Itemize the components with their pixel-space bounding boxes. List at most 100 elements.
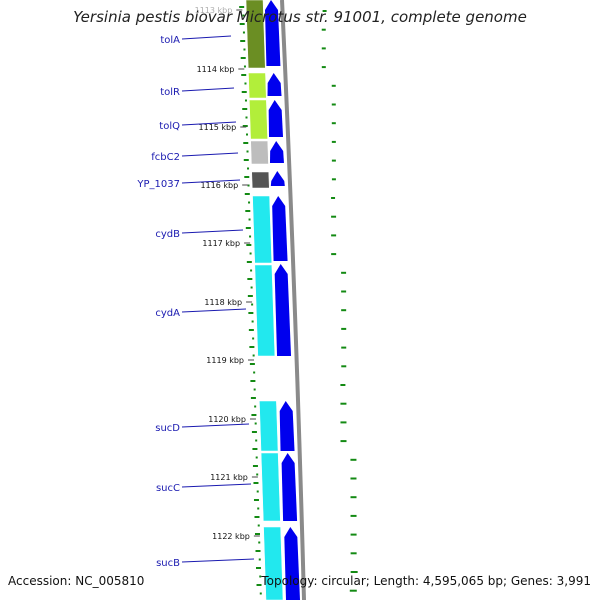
gene-label-sucB: sucB <box>156 558 180 569</box>
gc-skew-dot <box>249 252 252 255</box>
cds-arrow <box>269 141 284 163</box>
gc-skew-dot <box>245 210 251 212</box>
tick-label: 1117 kbp <box>202 239 240 248</box>
gc-skew-dot <box>250 397 256 399</box>
gene-label-tolQ: tolQ <box>159 121 180 132</box>
gc-skew-dot <box>248 312 254 314</box>
gc-skew-dot <box>257 524 260 527</box>
gc-skew-dot <box>243 142 249 144</box>
gc-skew-dash <box>350 571 358 573</box>
gc-skew-dash <box>341 290 347 293</box>
gc-skew-dash <box>331 159 336 162</box>
gc-skew-dot <box>243 65 246 68</box>
tick-label: 1119 kbp <box>206 356 244 365</box>
gc-skew-dash <box>321 66 326 69</box>
tick-label: 1122 kbp <box>212 532 250 541</box>
gc-skew-dash <box>341 309 347 312</box>
gc-skew-dash <box>340 421 347 424</box>
gc-skew-dash <box>350 458 357 461</box>
gc-skew-dot <box>256 584 262 586</box>
gc-skew-dot <box>257 507 260 510</box>
gc-skew-dot <box>254 533 260 535</box>
leader-line-tolA <box>181 35 232 40</box>
gc-skew-dot <box>242 31 245 34</box>
cds-arrow <box>281 453 298 521</box>
gc-skew-dot <box>256 490 259 493</box>
gc-skew-dot <box>243 48 246 51</box>
gc-skew-dot <box>240 40 246 42</box>
cds-arrow <box>279 401 295 451</box>
gc-skew-dot <box>254 422 257 425</box>
tick-label: 1121 kbp <box>210 473 248 482</box>
gc-skew-dash <box>331 215 337 218</box>
gc-skew-dot <box>247 167 250 170</box>
gc-skew-dot <box>251 414 257 416</box>
cog-block <box>245 0 266 69</box>
gene-label-sucD: sucD <box>155 423 180 434</box>
cog-block <box>251 171 270 189</box>
gc-skew-dot <box>241 91 247 93</box>
gc-skew-dot <box>244 99 247 102</box>
cds-arrow <box>265 0 281 66</box>
gc-skew-dot <box>247 184 250 187</box>
gc-skew-dash <box>349 589 357 592</box>
gc-skew-dot <box>240 57 246 59</box>
leader-line-sucB <box>181 558 255 563</box>
gc-skew-dot <box>253 499 259 501</box>
gc-skew-dot <box>250 269 253 272</box>
gc-skew-dot <box>252 465 258 467</box>
tick-label: 1114 kbp <box>197 65 235 74</box>
gc-skew-dash <box>341 271 347 274</box>
accession-text: Accession: NC_005810 <box>8 574 145 588</box>
cog-block <box>250 140 269 165</box>
genome-backbone <box>280 0 306 600</box>
gc-skew-dot <box>259 575 262 578</box>
gene-label-tolA: tolA <box>160 35 180 46</box>
gc-skew-dash <box>321 28 326 31</box>
leader-line-tolR <box>181 87 235 92</box>
gc-skew-dot <box>246 261 252 263</box>
gc-skew-dash <box>340 402 347 405</box>
gc-skew-dot <box>249 346 255 348</box>
gc-skew-dash <box>331 253 337 256</box>
gc-skew-dot <box>244 176 250 178</box>
gc-skew-dot <box>239 23 245 25</box>
gc-skew-dash <box>331 234 337 237</box>
map-title: Yersinia pestis biovar Microtus str. 910… <box>73 8 527 26</box>
leader-line-sucC <box>181 483 252 488</box>
gc-skew-dash <box>331 178 336 181</box>
leader-line-sucD <box>181 423 250 428</box>
gc-skew-dot <box>249 235 252 238</box>
gc-skew-dash <box>331 122 336 125</box>
gc-skew-dot <box>246 244 252 246</box>
gc-skew-dot <box>256 473 259 476</box>
cog-block <box>248 72 267 99</box>
gc-skew-dot <box>250 380 256 382</box>
gc-skew-dash <box>341 327 347 330</box>
gc-skew-dot <box>253 371 256 374</box>
gc-skew-dot <box>244 193 250 195</box>
gc-skew-dash <box>331 84 336 87</box>
gene-label-YP_1037: YP_1037 <box>136 179 180 190</box>
gc-skew-dot <box>242 108 248 110</box>
tick-label: 1118 kbp <box>204 298 242 307</box>
gc-skew-dot <box>258 541 261 544</box>
gc-skew-dot <box>255 550 261 552</box>
tick-label: 1113 kbp <box>195 6 233 15</box>
gc-skew-dash <box>341 365 347 368</box>
gc-skew-dot <box>250 286 253 289</box>
gc-skew-dot <box>259 592 262 595</box>
gene-label-track: tolA tolR tolQ fcbC2 YP_1037 cydB cydA sucD sucC… <box>136 35 255 569</box>
gc-skew-dot <box>245 116 248 119</box>
tick-label: 1116 kbp <box>200 181 238 190</box>
cog-block <box>259 400 279 452</box>
cds-arrow <box>270 171 285 186</box>
gene-label-tolR: tolR <box>160 87 180 98</box>
gc-skew-dot <box>243 159 249 161</box>
cds-arrow <box>274 264 292 356</box>
cog-block <box>254 264 276 357</box>
gc-skew-outer-track <box>321 10 358 592</box>
gc-skew-dot <box>253 482 259 484</box>
gc-skew-dot <box>256 567 262 569</box>
gene-label-cydA: cydA <box>155 308 180 319</box>
